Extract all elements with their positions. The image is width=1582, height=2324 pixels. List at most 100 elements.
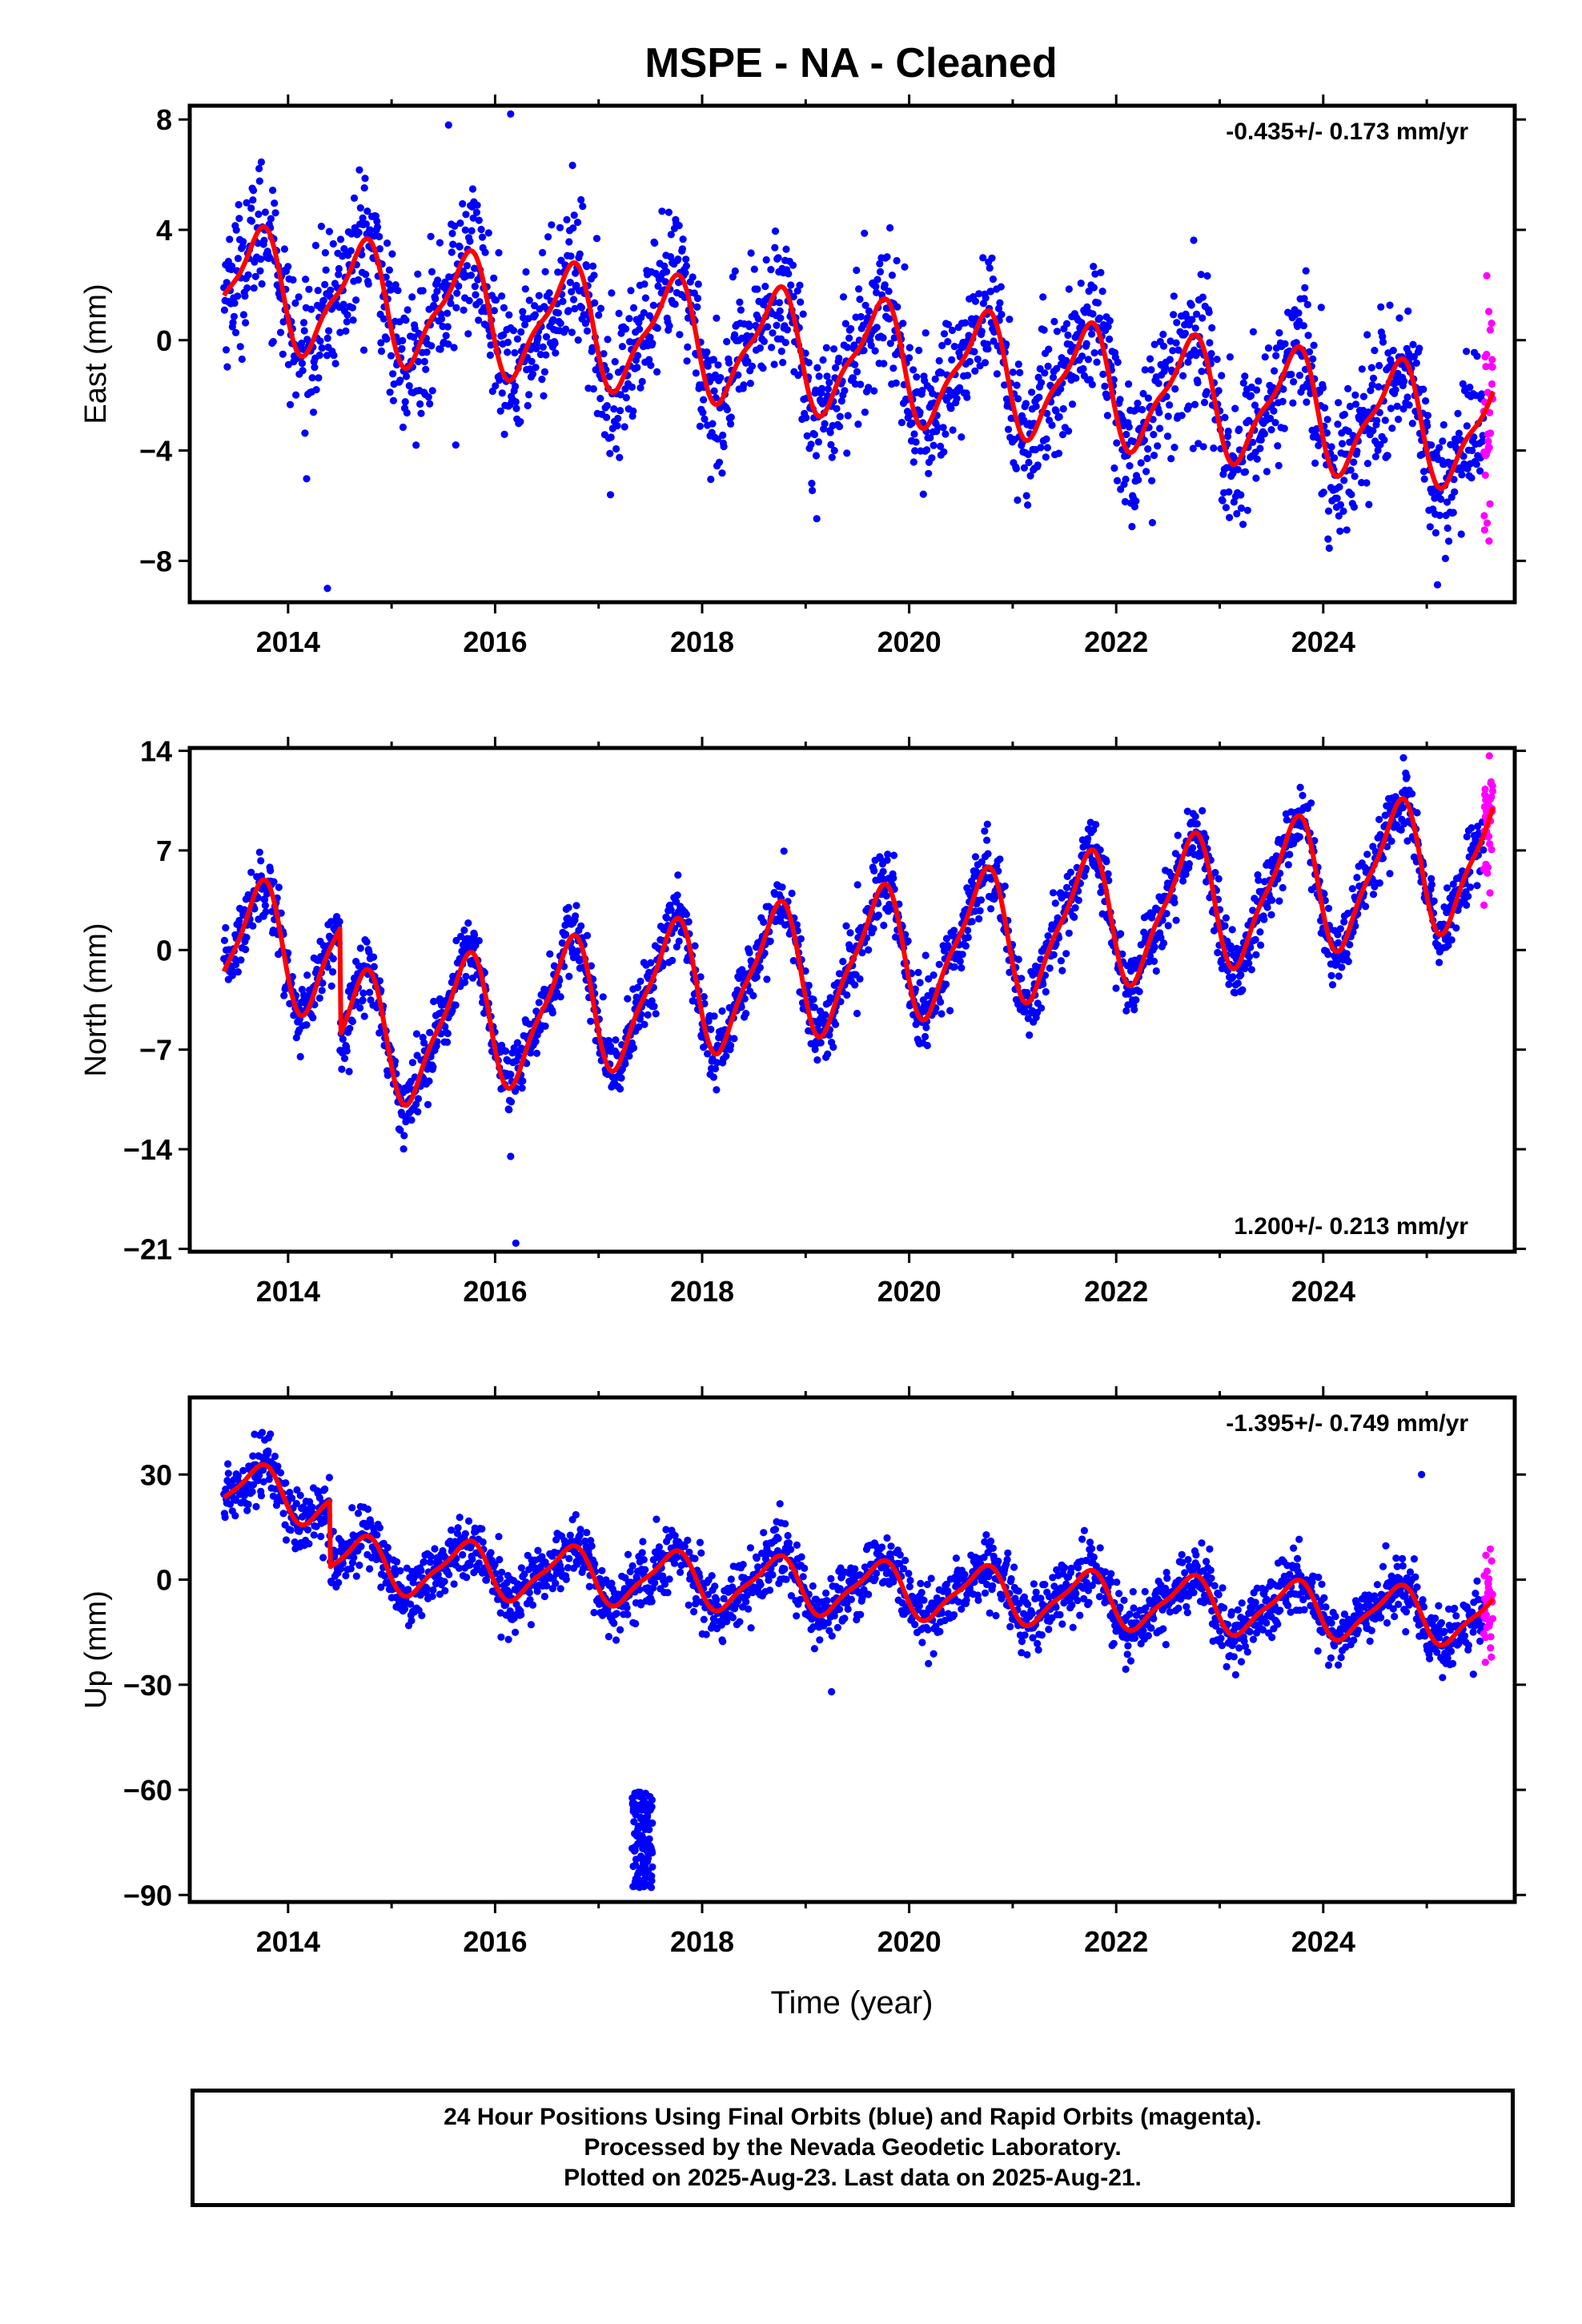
data-point bbox=[1089, 310, 1097, 318]
data-point bbox=[389, 370, 397, 378]
data-point bbox=[396, 1126, 404, 1134]
data-point bbox=[958, 951, 966, 959]
data-point bbox=[1279, 385, 1287, 393]
data-point bbox=[498, 292, 506, 300]
data-point bbox=[633, 983, 642, 991]
data-point bbox=[1374, 446, 1382, 455]
data-point bbox=[461, 226, 469, 234]
data-point bbox=[1179, 877, 1187, 885]
data-point bbox=[1433, 581, 1442, 589]
data-point bbox=[475, 216, 483, 224]
data-point bbox=[274, 1462, 282, 1470]
data-point bbox=[1369, 891, 1378, 899]
data-point bbox=[335, 264, 343, 273]
data-point bbox=[1062, 356, 1070, 364]
data-point bbox=[1336, 501, 1344, 509]
data-point bbox=[1279, 883, 1287, 892]
data-point bbox=[717, 374, 725, 382]
data-point bbox=[825, 379, 833, 387]
data-point bbox=[618, 343, 627, 351]
data-point bbox=[1419, 385, 1427, 393]
data-point bbox=[676, 331, 684, 339]
data-point bbox=[725, 359, 733, 367]
data-point bbox=[1132, 497, 1140, 505]
data-point bbox=[1363, 479, 1371, 487]
data-point bbox=[417, 1566, 425, 1574]
data-point bbox=[1403, 773, 1411, 781]
data-point bbox=[385, 279, 393, 288]
data-point bbox=[343, 318, 351, 326]
data-point bbox=[1383, 452, 1391, 460]
data-point bbox=[428, 1592, 436, 1600]
data-point bbox=[892, 379, 900, 387]
data-point bbox=[1245, 953, 1253, 961]
data-point bbox=[1371, 347, 1379, 355]
data-point bbox=[847, 324, 855, 333]
data-point bbox=[760, 918, 768, 927]
data-point bbox=[531, 311, 540, 319]
data-point bbox=[573, 219, 582, 227]
data-point bbox=[780, 847, 788, 855]
data-point bbox=[923, 446, 931, 454]
data-point bbox=[1064, 331, 1072, 340]
data-point bbox=[528, 370, 537, 378]
data-point bbox=[1154, 380, 1162, 388]
data-point bbox=[1377, 303, 1385, 311]
data-point bbox=[1379, 338, 1387, 346]
data-point bbox=[591, 299, 599, 307]
data-point bbox=[879, 334, 887, 342]
data-point bbox=[521, 285, 529, 293]
data-point bbox=[319, 1554, 327, 1562]
data-point bbox=[1252, 951, 1260, 959]
x-tick-label: 2016 bbox=[463, 625, 527, 658]
data-point bbox=[521, 320, 529, 328]
data-point bbox=[1463, 901, 1471, 909]
data-point bbox=[1226, 513, 1234, 521]
data-point bbox=[571, 304, 579, 313]
data-point bbox=[1267, 426, 1275, 434]
data-point bbox=[928, 454, 936, 462]
data-point bbox=[841, 320, 849, 328]
data-point bbox=[636, 384, 644, 392]
data-point bbox=[737, 306, 745, 314]
data-point bbox=[1439, 420, 1447, 429]
data-point bbox=[821, 420, 829, 428]
data-point bbox=[987, 287, 995, 296]
rapid-point bbox=[1485, 444, 1493, 452]
data-point bbox=[759, 364, 767, 372]
data-point bbox=[793, 287, 801, 295]
data-point bbox=[359, 346, 368, 354]
y-tick-label: −14 bbox=[123, 1133, 172, 1166]
data-point bbox=[1239, 521, 1247, 529]
data-point bbox=[674, 871, 682, 879]
data-point bbox=[532, 1049, 541, 1057]
data-point bbox=[819, 356, 827, 364]
data-point bbox=[370, 953, 378, 961]
data-point bbox=[812, 452, 821, 460]
data-point bbox=[1159, 330, 1167, 339]
data-point bbox=[745, 949, 753, 957]
data-point bbox=[731, 267, 739, 275]
data-point bbox=[886, 340, 894, 348]
data-point bbox=[336, 235, 345, 243]
data-point bbox=[714, 361, 722, 369]
data-point bbox=[810, 1003, 819, 1011]
data-point bbox=[1166, 401, 1174, 409]
data-point bbox=[247, 868, 255, 876]
data-point bbox=[1066, 868, 1074, 876]
data-point bbox=[414, 270, 422, 278]
data-point bbox=[1171, 385, 1179, 393]
data-point bbox=[821, 1011, 829, 1019]
data-point bbox=[727, 420, 735, 428]
data-point bbox=[498, 389, 506, 397]
data-point bbox=[1163, 432, 1172, 440]
data-point bbox=[750, 265, 758, 273]
data-point bbox=[826, 428, 834, 436]
data-point bbox=[948, 326, 956, 335]
data-point bbox=[321, 249, 329, 257]
x-tick-label: 2022 bbox=[1084, 1275, 1148, 1308]
data-point bbox=[648, 340, 656, 348]
data-point bbox=[425, 1077, 433, 1085]
data-point bbox=[1065, 427, 1073, 435]
data-point bbox=[983, 836, 991, 844]
